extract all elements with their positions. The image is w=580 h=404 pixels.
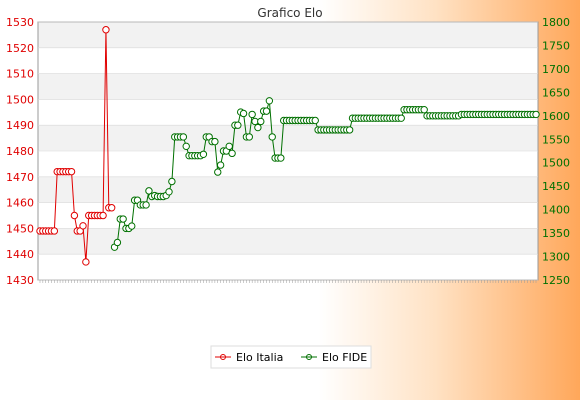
y-right-tick-label: 1250 — [542, 274, 570, 287]
y-right-tick-label: 1600 — [542, 110, 570, 123]
data-point-0 — [82, 258, 90, 266]
y-left-tick-label: 1450 — [6, 222, 34, 235]
data-point-1 — [216, 161, 225, 169]
chart-title: Grafico Elo — [257, 6, 322, 20]
legend-box — [210, 345, 372, 369]
data-point-1 — [268, 133, 276, 141]
y-left-tick-label: 1530 — [6, 16, 34, 29]
plot-band — [38, 22, 538, 48]
data-point-1 — [262, 107, 271, 115]
y-left-tick-label: 1480 — [6, 145, 34, 158]
data-point-1 — [345, 126, 354, 134]
data-point-1 — [145, 187, 153, 195]
data-point-0 — [50, 227, 59, 235]
data-point-1 — [234, 121, 242, 129]
data-point-1 — [128, 222, 136, 230]
data-point-0 — [107, 204, 116, 212]
data-point-1 — [165, 188, 173, 196]
data-point-1 — [257, 117, 265, 126]
data-point-0 — [102, 26, 110, 34]
data-point-0 — [67, 167, 76, 176]
data-point-1 — [119, 215, 127, 223]
legend: Elo Italia Elo FIDE — [210, 345, 372, 369]
y-left-tick-label: 1470 — [6, 171, 34, 184]
data-point-1 — [277, 154, 285, 162]
plot-band — [38, 47, 538, 74]
data-point-1 — [397, 114, 405, 122]
data-point-0 — [79, 222, 87, 230]
plot-band — [38, 176, 538, 203]
data-point-1 — [228, 149, 236, 158]
y-right-tick-label: 1550 — [542, 133, 570, 146]
y-axis-right: 1250 1300 1350 1400 1450 1500 1550 1600 1650 1700… — [542, 16, 570, 287]
y-left-tick-label: 1460 — [6, 197, 34, 210]
data-point-1 — [214, 168, 222, 176]
y-left-tick-label: 1490 — [6, 119, 34, 132]
data-point-0 — [70, 211, 79, 220]
legend-marker-elo-italia — [220, 354, 226, 360]
plot-background — [37, 21, 539, 281]
y-axis-left: 1430 1440 1450 1460 1470 1480 1490 1500 1510 1520… — [6, 16, 34, 287]
data-point-1 — [420, 106, 428, 114]
data-point-1 — [248, 110, 256, 119]
data-point-1 — [311, 116, 319, 125]
y-left-tick-label: 1430 — [6, 274, 34, 287]
data-point-1 — [182, 142, 190, 151]
data-point-0 — [99, 211, 107, 220]
legend-label-elo-italia: Elo Italia — [236, 351, 283, 364]
series-layer — [36, 26, 540, 266]
data-point-1 — [199, 150, 208, 158]
legend-label-elo-fide: Elo FIDE — [322, 351, 367, 364]
data-point-1 — [245, 133, 253, 141]
y-right-tick-label: 1800 — [542, 16, 570, 29]
x-axis — [39, 280, 537, 283]
y-right-tick-label: 1650 — [542, 86, 570, 99]
y-left-tick-label: 1440 — [6, 248, 34, 261]
data-point-1 — [265, 97, 274, 105]
data-point-1 — [113, 238, 122, 247]
data-point-1 — [239, 109, 248, 118]
y-right-tick-label: 1350 — [542, 227, 570, 240]
y-right-tick-label: 1500 — [542, 157, 570, 170]
y-left-tick-label: 1500 — [6, 93, 34, 106]
y-right-tick-label: 1700 — [542, 63, 570, 76]
plot-band — [38, 228, 538, 255]
plot-band — [38, 151, 538, 177]
data-point-1 — [254, 123, 262, 132]
y-left-tick-label: 1510 — [6, 68, 34, 81]
data-point-1 — [179, 133, 188, 141]
plot-band — [38, 254, 538, 280]
data-point-1 — [168, 177, 176, 186]
y-right-tick-label: 1400 — [542, 204, 570, 217]
data-point-1 — [211, 137, 219, 146]
y-right-tick-label: 1300 — [542, 251, 570, 264]
y-right-tick-label: 1750 — [542, 39, 570, 52]
data-point-1 — [532, 110, 540, 119]
plot-band — [38, 125, 538, 151]
y-left-tick-label: 1520 — [6, 42, 34, 55]
data-point-1 — [225, 142, 233, 151]
y-right-tick-label: 1450 — [542, 180, 570, 193]
data-point-1 — [142, 201, 150, 209]
legend-marker-elo-fide — [306, 354, 312, 360]
plot-band — [38, 73, 538, 100]
grid-lines — [38, 21, 538, 281]
